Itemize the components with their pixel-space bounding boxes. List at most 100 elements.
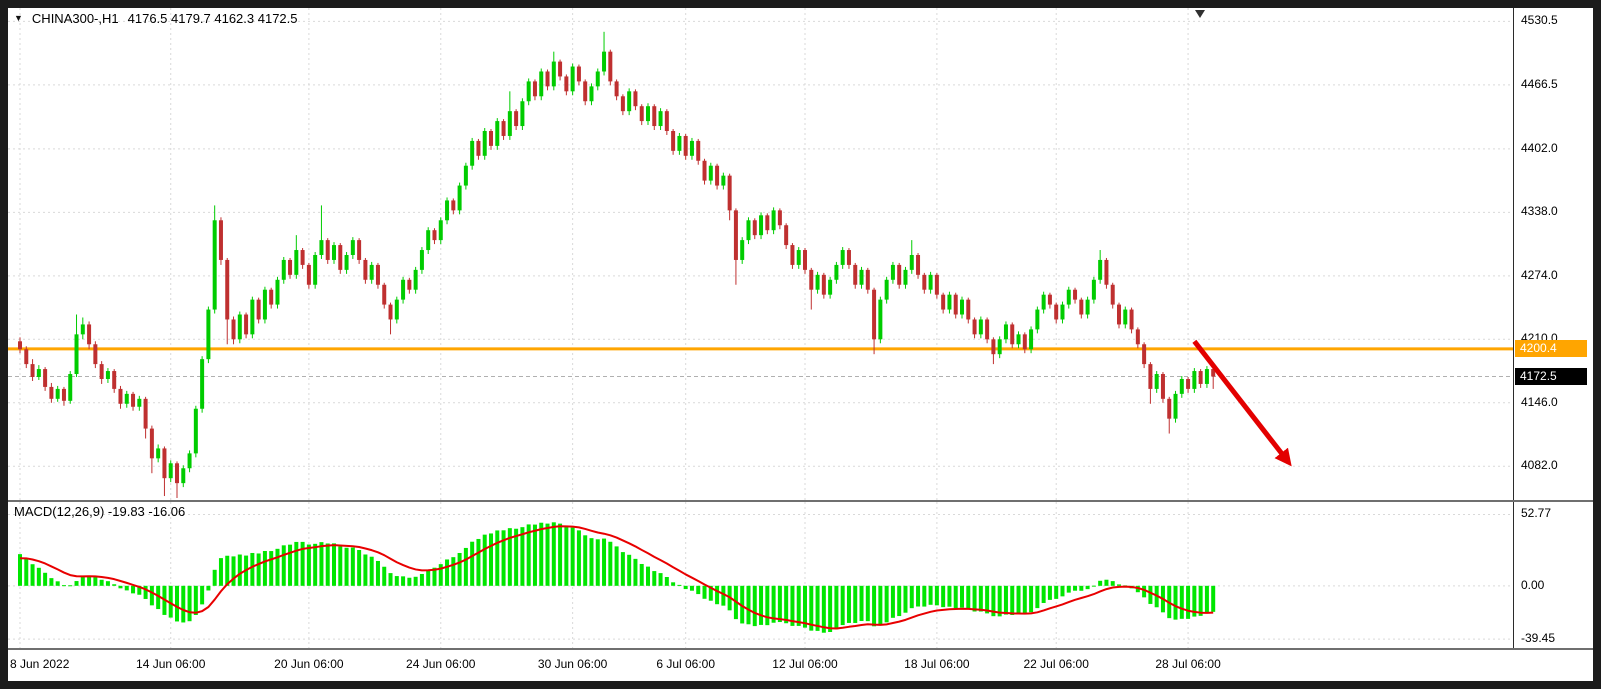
collapse-arrow-icon[interactable]: ▼ (14, 13, 23, 23)
down-candle (300, 250, 305, 265)
macd-bar (752, 585, 757, 627)
macd-bar (602, 538, 607, 586)
up-candle (168, 463, 173, 479)
price-axis-label: 4530.5 (1521, 13, 1558, 28)
macd-bar (1054, 585, 1059, 599)
up-candle (181, 468, 186, 484)
price-axis-label: 4274.0 (1521, 267, 1558, 282)
down-candle (131, 393, 136, 407)
macd-bar (24, 558, 29, 586)
macd-bar (702, 585, 707, 599)
down-candle (696, 140, 701, 161)
macd-bar (200, 585, 205, 605)
panel-separator[interactable] (8, 500, 1593, 502)
down-candle (1110, 284, 1115, 305)
panel-separator-bottom[interactable] (8, 648, 1593, 650)
up-candle (426, 230, 431, 251)
down-candle (897, 264, 902, 285)
macd-bar (99, 579, 104, 586)
up-candle (394, 299, 399, 320)
macd-bar (281, 545, 286, 586)
macd-bar (539, 522, 544, 586)
macd-bar (853, 585, 858, 623)
macd-bar (294, 541, 299, 586)
macd-axis-label: 0.00 (1521, 577, 1545, 592)
up-candle (1041, 294, 1046, 310)
up-candle (909, 254, 914, 270)
down-candle (652, 106, 657, 127)
macd-bar (872, 585, 877, 627)
down-candle (112, 371, 117, 389)
down-candle (916, 254, 921, 275)
price-chart[interactable]: ▼ CHINA300-,H1 4176.5 4179.7 4162.3 4172… (8, 8, 1513, 500)
macd-bar (482, 534, 487, 586)
trend-arrow[interactable] (1192, 339, 1292, 467)
up-candle (482, 131, 487, 156)
up-candle (834, 264, 839, 280)
macd-bar (777, 585, 782, 623)
up-candle (313, 254, 318, 285)
down-candle (1054, 304, 1059, 320)
down-candle (1148, 364, 1153, 389)
macd-bar (36, 567, 41, 586)
down-candle (87, 324, 92, 345)
macd-bar (507, 528, 512, 586)
macd-bar (620, 552, 625, 586)
down-candle (244, 314, 249, 335)
up-candle (1066, 289, 1071, 305)
chart-shift-marker-icon[interactable] (1195, 10, 1205, 18)
macd-bar (394, 576, 399, 586)
macd-bar (884, 585, 889, 623)
macd-bar (1079, 585, 1084, 591)
up-candle (1091, 279, 1096, 300)
up-candle (206, 309, 211, 360)
time-axis-label: 12 Jul 06:00 (772, 657, 838, 671)
macd-bar (765, 585, 770, 626)
macd-bar (143, 585, 148, 599)
macd-bar (1179, 585, 1184, 619)
up-candle (627, 91, 632, 112)
macd-bar (526, 524, 531, 586)
up-candle (319, 240, 324, 255)
macd-bar (1029, 585, 1034, 613)
down-candle (388, 304, 393, 320)
macd-bar (1211, 585, 1216, 612)
macd-panel[interactable]: MACD(12,26,9) -19.83 -16.06 (8, 502, 1513, 648)
macd-bar (708, 585, 713, 601)
macd-canvas[interactable] (8, 502, 1513, 648)
up-candle (200, 359, 205, 409)
macd-bar (985, 585, 990, 614)
macd-bar (1085, 585, 1090, 590)
time-axis-label: 28 Jul 06:00 (1155, 657, 1221, 671)
macd-histogram (18, 522, 1216, 633)
down-candle (118, 388, 123, 404)
down-candle (953, 294, 958, 315)
macd-bar (181, 585, 186, 623)
macd-bar (225, 555, 230, 586)
macd-bar (1035, 585, 1040, 609)
macd-bar (87, 575, 92, 586)
price-axis[interactable]: 4200.4 4172.5 4530.5 4466.5 4402.0 4338.0 42… (1513, 8, 1593, 649)
down-candle (1198, 371, 1203, 384)
macd-bar (991, 585, 996, 617)
time-axis[interactable]: 8 Jun 2022 14 Jun 06:00 20 Jun 06:00 24 Jun… (8, 650, 1593, 681)
down-candle (671, 131, 676, 151)
macd-bar (960, 585, 964, 608)
macd-bar (432, 567, 437, 586)
macd-bar (1192, 585, 1197, 617)
price-line-badge: 4200.4 (1515, 339, 1587, 357)
up-candle (55, 388, 60, 399)
macd-bar (1066, 585, 1071, 593)
down-candle (765, 215, 770, 231)
macd-bar (828, 585, 833, 633)
price-chart-canvas[interactable] (8, 8, 1513, 500)
ohlc-readout: 4176.5 4179.7 4162.3 4172.5 (127, 11, 298, 26)
macd-bar (664, 576, 669, 586)
up-candle (401, 279, 406, 300)
macd-bar (168, 585, 173, 618)
up-candle (721, 175, 726, 186)
macd-bar (1186, 585, 1191, 619)
down-candle (545, 71, 550, 87)
macd-bar (438, 564, 443, 586)
down-candle (558, 61, 563, 77)
